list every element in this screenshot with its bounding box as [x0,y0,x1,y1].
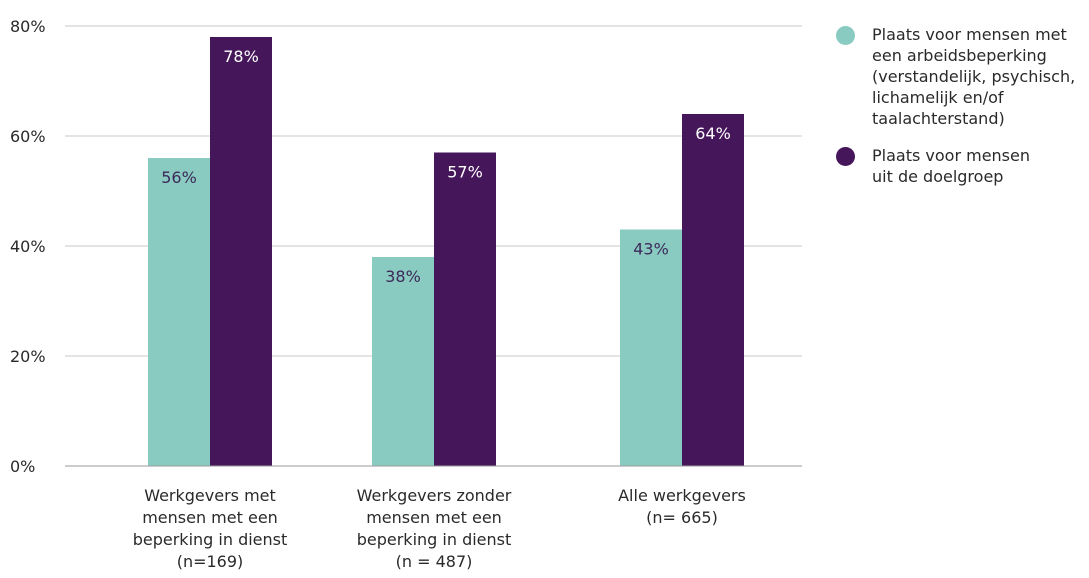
data-label: 57% [447,163,483,182]
y-tick-label: 60% [10,127,46,146]
y-tick-label: 0% [10,457,35,476]
legend-item-doelgroep: Plaats voor mensen uit de doelgroep [836,145,1086,187]
legend: Plaats voor mensen met een arbeidsbeperk… [836,24,1086,203]
legend-label-line: uit de doelgroep [872,167,1004,186]
x-tick-label: (n = 487) [396,552,473,571]
x-tick-label: beperking in dienst [133,530,288,549]
x-tick-label: Werkgevers zonder [357,486,512,505]
legend-label-line: lichamelijk en/of [872,88,1004,107]
data-label: 64% [695,124,731,143]
bar [372,257,434,466]
y-tick-label: 20% [10,347,46,366]
legend-label-line: een arbeidsbeperking [872,46,1047,65]
bar [434,152,496,466]
bar [620,229,682,466]
data-label: 38% [385,267,421,286]
bar [210,37,272,466]
y-tick-label: 40% [10,237,46,256]
x-tick-label: beperking in dienst [357,530,512,549]
x-tick-label: Werkgevers met [144,486,276,505]
bar-chart: 0% 20% 40% 60% 80% 56% 78% Werkgevers met mensen… [10,17,802,571]
legend-label-line: (verstandelijk, psychisch, [872,67,1076,86]
legend-label-line: Plaats voor mensen met [872,25,1067,44]
bar [682,114,744,466]
y-tick-label: 80% [10,17,46,36]
data-label: 43% [633,240,669,259]
x-tick-label: mensen met een [142,508,278,527]
legend-label-line: Plaats voor mensen [872,146,1030,165]
legend-swatch-doelgroep [836,147,855,166]
legend-item-arbeidsbeperking: Plaats voor mensen met een arbeidsbeperk… [836,24,1086,129]
x-tick-label: (n=169) [177,552,244,571]
data-label: 56% [161,168,197,187]
x-tick-label: (n= 665) [646,508,718,527]
data-label: 78% [223,47,259,66]
legend-swatch-arbeidsbeperking [836,26,855,45]
bar [148,158,210,466]
x-tick-label: mensen met een [366,508,502,527]
x-tick-label: Alle werkgevers [618,486,746,505]
legend-label-line: taalachterstand) [872,109,1005,128]
